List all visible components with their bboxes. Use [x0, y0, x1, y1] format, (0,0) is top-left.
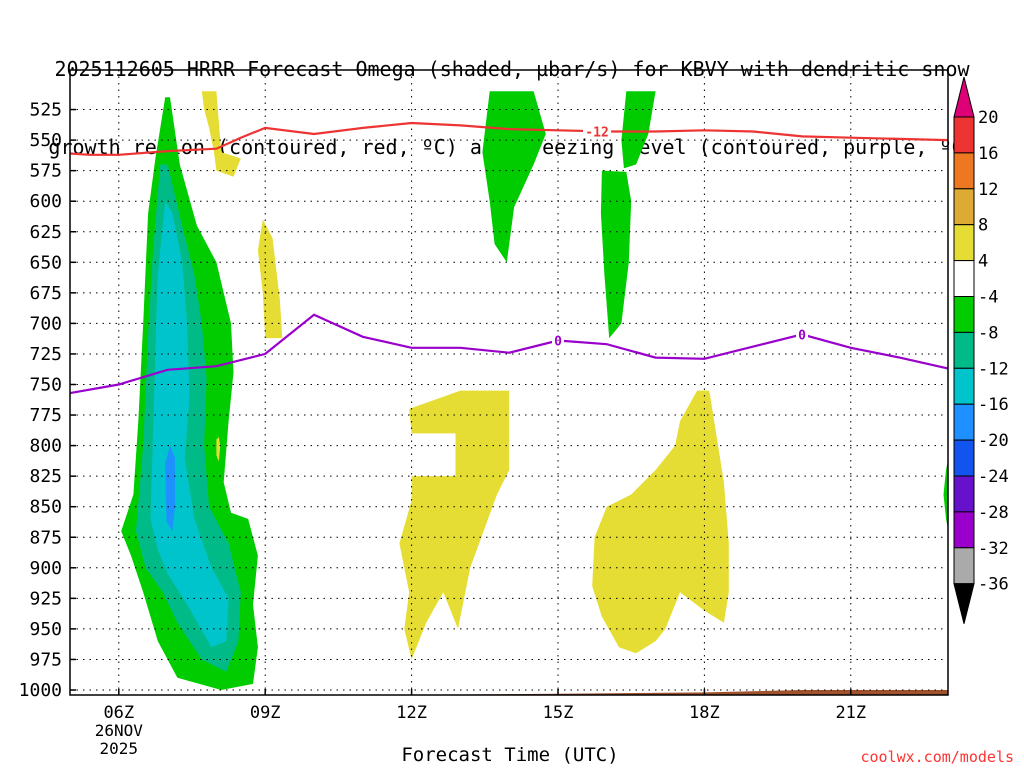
x-tick-label-15Z: 15Z: [543, 703, 574, 723]
x-tick-label-12Z: 12Z: [396, 703, 427, 723]
colorbar-label-1: 20: [978, 108, 998, 128]
colorbar-bin-9: [953, 403, 975, 441]
y-tick-label-825: 825: [29, 466, 62, 487]
colorbar: 20 16 12 8 4 -4 -8 -12 -16 -20 -24 -28 -32 -36: [953, 76, 1009, 624]
contour-lines: -12 0 0: [70, 121, 948, 395]
omega-region-9: [621, 91, 656, 169]
colorbar-label-3: 12: [978, 180, 998, 200]
x-date-label: 26NOV: [95, 721, 144, 740]
y-tick-label-750: 750: [29, 375, 62, 396]
y-tick-label-800: 800: [29, 436, 62, 457]
credit-link[interactable]: coolwx.com/models: [860, 748, 1014, 766]
y-tick-label-875: 875: [29, 527, 62, 548]
colorbar-label-2: 16: [978, 144, 998, 164]
plot-frame: [69, 69, 949, 696]
omega-region-5: [201, 91, 241, 177]
colorbar-bin-10: [953, 439, 975, 477]
y-tick-label-600: 600: [29, 191, 62, 212]
y-tick-label-700: 700: [29, 313, 62, 334]
omega-region-3: [150, 201, 229, 648]
colorbar-bin-1: [953, 116, 975, 154]
y-tick-label-725: 725: [29, 344, 62, 365]
omega-region-6: [257, 219, 283, 339]
y-tick-label-850: 850: [29, 497, 62, 518]
y-tick-label-675: 675: [29, 283, 62, 304]
colorbar-label-8: -12: [978, 359, 1009, 379]
freezing-contour-label-1: 0: [554, 335, 562, 350]
colorbar-bin-5: [953, 260, 975, 298]
colorbar-label-10: -20: [978, 431, 1009, 451]
omega-region-13: [592, 390, 729, 654]
colorbar-label-12: -28: [978, 503, 1009, 523]
y-tick-label-900: 900: [29, 558, 62, 579]
dendritic-label-bg: [583, 123, 612, 139]
colorbar-label-13: -32: [978, 539, 1009, 559]
colorbar-bin-4: [953, 224, 975, 262]
terrain-surface: [70, 690, 948, 695]
y-tick-label-975: 975: [29, 649, 62, 670]
colorbar-bottom-arrow: [953, 583, 975, 624]
omega-region-12: [399, 390, 510, 660]
colorbar-bin-6: [953, 296, 975, 333]
colorbar-bin-7: [953, 331, 975, 369]
y-tick-label-575: 575: [29, 161, 62, 182]
omega-shading: [121, 91, 948, 691]
omega-region-8: [482, 91, 546, 263]
y-tick-label-550: 550: [29, 130, 62, 151]
y-tick-label-925: 925: [29, 588, 62, 609]
grid-lines: [70, 70, 948, 695]
colorbar-bin-13: [953, 547, 975, 585]
colorbar-bin-11: [953, 475, 975, 513]
colorbar-bin-2: [953, 152, 975, 190]
y-tick-label-950: 950: [29, 619, 62, 640]
y-tick-label-1000: 1000: [19, 680, 62, 701]
colorbar-label-9: -16: [978, 395, 1009, 415]
colorbar-bin-8: [953, 367, 975, 405]
colorbar-label-4: 8: [978, 216, 988, 236]
x-year-label: 2025: [100, 739, 139, 758]
omega-region-10: [600, 170, 632, 339]
x-tick-label-21Z: 21Z: [835, 703, 866, 723]
omega-region-4: [165, 445, 175, 532]
y-tick-label-625: 625: [29, 222, 62, 243]
y-tick-label-775: 775: [29, 405, 62, 426]
omega-region-11: [943, 459, 948, 530]
x-axis-title: Forecast Time (UTC): [401, 744, 619, 766]
colorbar-label-7: -8: [978, 323, 998, 343]
y-tick-label-525: 525: [29, 100, 62, 121]
dendritic-contour-line: [70, 121, 948, 156]
x-tick-label-18Z: 18Z: [689, 703, 720, 723]
colorbar-label-14: -36: [978, 575, 1009, 595]
x-tick-label-06Z: 06Z: [103, 703, 134, 723]
freezing-label-bg-1: [552, 332, 564, 348]
terrain: [70, 690, 948, 695]
omega-region-7: [216, 437, 221, 462]
colorbar-bin-12: [953, 511, 975, 549]
y-axis: 525 550 575 600 625 650 675 700 725 750 775 800 825 8…: [19, 100, 76, 701]
freezing-label-bg-2: [796, 326, 808, 342]
colorbar-bin-3: [953, 188, 975, 226]
colorbar-label-5: 4: [978, 252, 988, 272]
dendritic-contour-label: -12: [585, 125, 608, 140]
x-tick-label-09Z: 09Z: [250, 703, 281, 723]
freezing-contour-label-2: 0: [798, 328, 806, 343]
colorbar-label-6: -4: [978, 288, 998, 308]
y-tick-label-650: 650: [29, 252, 62, 273]
colorbar-label-11: -24: [978, 467, 1009, 487]
colorbar-top-arrow: [953, 76, 975, 118]
